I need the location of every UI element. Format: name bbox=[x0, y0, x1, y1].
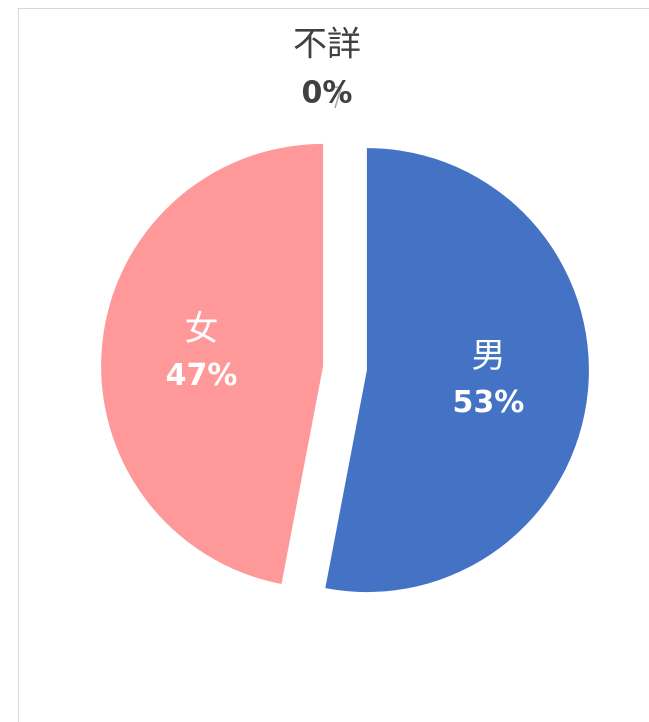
leader-line bbox=[330, 85, 342, 109]
slice-value-label: 0% bbox=[302, 76, 353, 111]
pie-slice bbox=[325, 148, 589, 593]
slice-value-label: 53% bbox=[453, 385, 525, 420]
slice-category-label: 男 bbox=[471, 336, 505, 376]
slice-category-label: 不詳 bbox=[293, 25, 361, 65]
pie-slice bbox=[101, 143, 324, 584]
slice-value-label: 47% bbox=[166, 358, 238, 393]
slice-category-label: 女 bbox=[185, 309, 219, 349]
